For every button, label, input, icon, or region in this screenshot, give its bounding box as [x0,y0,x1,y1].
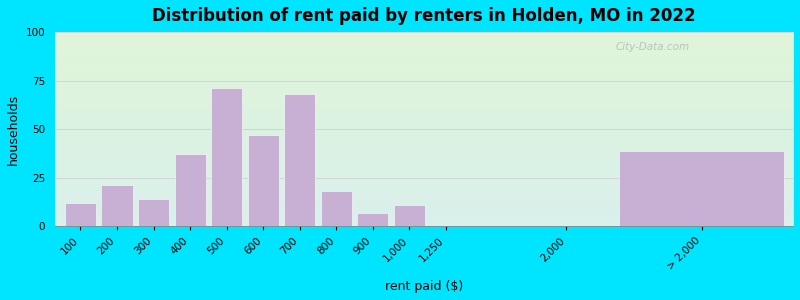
Y-axis label: households: households [7,94,20,165]
Bar [102,185,133,226]
Bar [394,205,425,226]
Bar [284,94,315,226]
Bar [138,199,169,226]
Bar [358,213,388,226]
Bar [248,135,278,226]
Title: Distribution of rent paid by renters in Holden, MO in 2022: Distribution of rent paid by renters in … [152,7,696,25]
Text: City-Data.com: City-Data.com [616,42,690,52]
Bar [619,151,784,226]
Bar [211,88,242,226]
Bar [174,154,206,226]
X-axis label: rent paid ($): rent paid ($) [385,280,463,293]
Bar [65,203,96,226]
Bar [321,191,352,226]
